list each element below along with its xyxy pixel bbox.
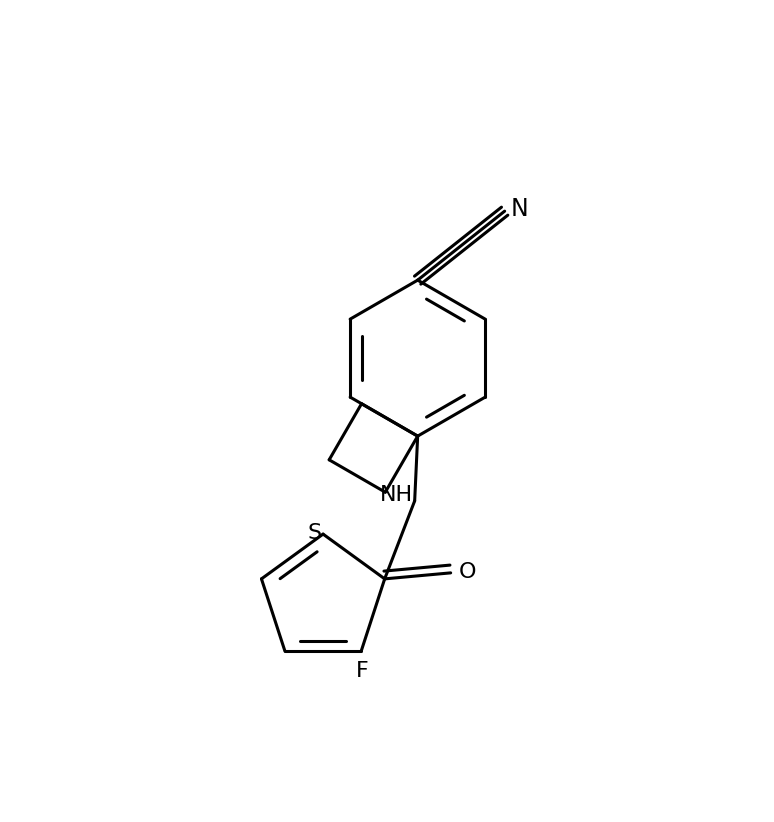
Text: F: F (356, 661, 368, 681)
Text: O: O (459, 561, 476, 582)
Text: N: N (511, 196, 529, 221)
Text: NH: NH (380, 485, 413, 505)
Text: S: S (307, 523, 321, 543)
